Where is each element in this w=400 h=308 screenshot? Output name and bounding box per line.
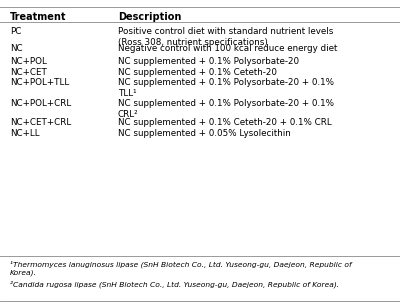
Text: NC supplemented + 0.1% Polysorbate-20 + 0.1%
TLL¹: NC supplemented + 0.1% Polysorbate-20 + … [118, 78, 334, 98]
Text: NC supplemented + 0.05% Lysolecithin: NC supplemented + 0.05% Lysolecithin [118, 129, 291, 138]
Text: Treatment: Treatment [10, 12, 66, 22]
Text: ¹Thermomyces lanuginosus lipase (SnH Biotech Co., Ltd. Yuseong-gu, Daejeon, Repu: ¹Thermomyces lanuginosus lipase (SnH Bio… [10, 260, 352, 276]
Text: Negative control with 100 kcal reduce energy diet: Negative control with 100 kcal reduce en… [118, 44, 337, 53]
Text: ²Candida rugosa lipase (SnH Biotech Co., Ltd. Yuseong-gu, Daejeon, Republic of K: ²Candida rugosa lipase (SnH Biotech Co.,… [10, 281, 339, 288]
Text: NC+CET+CRL: NC+CET+CRL [10, 118, 71, 127]
Text: Positive control diet with standard nutrient levels
(Ross 308, nutrient specific: Positive control diet with standard nutr… [118, 27, 333, 47]
Text: NC+POL+TLL: NC+POL+TLL [10, 78, 69, 87]
Text: NC+POL+CRL: NC+POL+CRL [10, 99, 71, 107]
Text: NC supplemented + 0.1% Polysorbate-20 + 0.1%
CRL²: NC supplemented + 0.1% Polysorbate-20 + … [118, 99, 334, 119]
Text: NC+POL: NC+POL [10, 57, 47, 66]
Text: NC supplemented + 0.1% Ceteth-20: NC supplemented + 0.1% Ceteth-20 [118, 68, 277, 77]
Text: NC+CET: NC+CET [10, 68, 47, 77]
Text: NC+LL: NC+LL [10, 129, 40, 138]
Text: PC: PC [10, 27, 21, 36]
Text: NC supplemented + 0.1% Ceteth-20 + 0.1% CRL: NC supplemented + 0.1% Ceteth-20 + 0.1% … [118, 118, 332, 127]
Text: NC supplemented + 0.1% Polysorbate-20: NC supplemented + 0.1% Polysorbate-20 [118, 57, 299, 66]
Text: NC: NC [10, 44, 23, 53]
Text: Description: Description [118, 12, 181, 22]
